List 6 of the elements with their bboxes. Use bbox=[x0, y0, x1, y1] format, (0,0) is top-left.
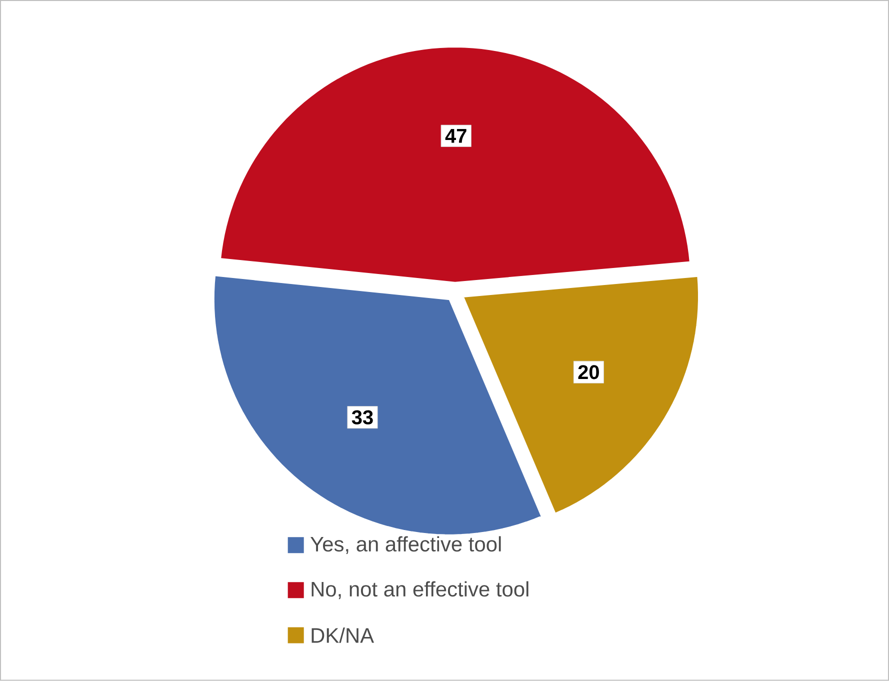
legend-label: No, not an effective tool bbox=[312, 581, 528, 600]
data-label: 47 bbox=[445, 129, 466, 143]
legend-label: DK/NA bbox=[312, 628, 374, 644]
data-label: 20 bbox=[578, 365, 599, 380]
data-label: 33 bbox=[352, 410, 373, 425]
legend-label: Yes, an affective tool bbox=[310, 536, 501, 554]
